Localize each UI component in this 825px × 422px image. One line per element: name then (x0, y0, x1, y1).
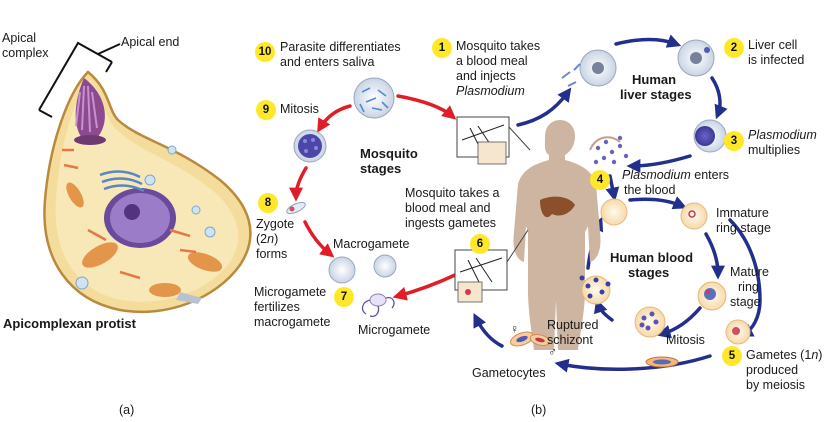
mosquito-inset-top (456, 116, 531, 165)
step-10-badge: 10 (255, 42, 275, 62)
step-3-badge: 3 (724, 131, 744, 151)
immature-ring-line1: Immature (716, 206, 769, 220)
apical-complex-label-line1: Apical (2, 31, 37, 45)
elongated-gametocyte (645, 356, 679, 368)
merozoites-released (589, 135, 629, 165)
apical-complex-label-line2: complex (2, 46, 49, 60)
protist-title: Apicomplexan protist (3, 316, 136, 331)
male-symbol: ♂ (548, 345, 557, 359)
mature-ring-line3: stage (730, 295, 761, 309)
liver-stages-line2: liver stages (620, 87, 692, 102)
step-8-badge: 8 (258, 193, 278, 213)
step-7-line2: fertilizes (254, 300, 300, 314)
step-5-badge: 5 (722, 346, 742, 366)
step-5-line1: Gametes (1n) (746, 348, 822, 363)
step-9-badge: 9 (256, 100, 276, 120)
step-1-line2: a blood meal (456, 54, 528, 68)
sporozoites-in-saliva (353, 77, 395, 119)
mosquito-inset-bottom (454, 229, 529, 303)
step-4-italic: Plasmodium (622, 168, 691, 182)
zygote (286, 201, 306, 215)
ruptured-schizont-line1: Ruptured (547, 318, 599, 332)
step-4-line2: the blood (624, 183, 676, 197)
step-5-line1a: Gametes (1 (746, 348, 812, 362)
rbc-mitosis (634, 306, 666, 338)
step-5-line3: by meiosis (746, 378, 806, 392)
step-8-line1: Zygote (256, 217, 295, 231)
step-7-line3: macrogamete (254, 315, 331, 329)
mitosis-blood-label: Mitosis (666, 333, 705, 347)
step-8-line3: forms (256, 247, 288, 261)
step-7-badge: 7 (334, 287, 354, 307)
step-1-line1: Mosquito takes (456, 39, 541, 53)
liver-cell-sporozoites (561, 49, 617, 87)
step-3-line1: multiplies (748, 143, 801, 157)
step-6-badge: 6 (470, 234, 490, 254)
female-symbol: ♀ (510, 322, 519, 336)
step-4-rest: enters (690, 168, 729, 182)
step-2-line2: is infected (748, 53, 805, 67)
macrogamete-label: Macrogamete (333, 237, 410, 251)
step-8-line2a: (2 (256, 232, 268, 246)
step-6-line3: ingests gametes (405, 216, 497, 230)
step-4-line1: Plasmodium enters (622, 168, 729, 183)
step-8-line2c: ) (274, 232, 279, 246)
step-3-italic: Plasmodium (748, 128, 817, 142)
step-7-line1: Microgamete (254, 285, 327, 299)
step-2-badge: 2 (724, 38, 744, 58)
gametocytes-label: Gametocytes (472, 366, 546, 380)
step-5-line1b: n (811, 348, 819, 362)
step-8-line2: (2n) (256, 232, 278, 247)
liver-cell-multiplying (693, 119, 727, 153)
rbc-merozoite-entry (600, 198, 628, 226)
panel-a-letter: (a) (119, 403, 135, 417)
rbc-mature-ring (697, 281, 727, 311)
mature-ring-line1: Mature (730, 265, 769, 279)
step-5-line2: produced (746, 363, 799, 377)
blood-stages-line1: Human blood (610, 250, 694, 265)
rbc-immature-ring (680, 202, 708, 230)
step-10-line2: and enters saliva (280, 55, 375, 69)
immature-ring-line2: ring stage (716, 221, 771, 235)
macrogamete-cell (328, 254, 397, 284)
panel-b-letter: (b) (531, 403, 547, 417)
apical-end-label: Apical end (121, 35, 180, 49)
oocyst-mitosis (293, 129, 327, 163)
step-6-line1: Mosquito takes a (405, 186, 500, 200)
mature-ring-line2: ring (738, 280, 759, 294)
step-4-badge: 4 (590, 170, 610, 190)
human-silhouette (513, 120, 601, 350)
step-1-italic: Plasmodium (456, 84, 525, 98)
step-1-line3: and injects (456, 69, 516, 83)
step-1-badge: 1 (432, 38, 452, 58)
ruptured-schizont-line2: schizont (547, 333, 593, 347)
apical-complex-bracket (38, 41, 121, 118)
microgamete-label: Microgamete (358, 323, 431, 337)
step-9-line1: Mitosis (280, 102, 319, 116)
liver-stages-line1: Human (632, 72, 677, 87)
step-2-line1: Liver cell (748, 38, 798, 52)
mosquito-stages-line1: Mosquito (360, 146, 418, 161)
step-8-line2b: n (267, 232, 275, 246)
mosquito-stages-line2: stages (360, 161, 402, 176)
apicomplexan-cell (43, 70, 252, 314)
microgamete-cell (361, 293, 395, 318)
gametocytes-cells (510, 331, 551, 347)
rbc-gametes (725, 319, 751, 345)
liver-cell-infected (677, 39, 715, 77)
step-10-line1: Parasite differentiates (280, 40, 401, 54)
blood-stages-line2: stages (628, 265, 670, 280)
ruptured-schizont (579, 275, 611, 305)
step-6-line2: blood meal and (405, 201, 491, 215)
step-5-line1c: ) (818, 348, 823, 362)
